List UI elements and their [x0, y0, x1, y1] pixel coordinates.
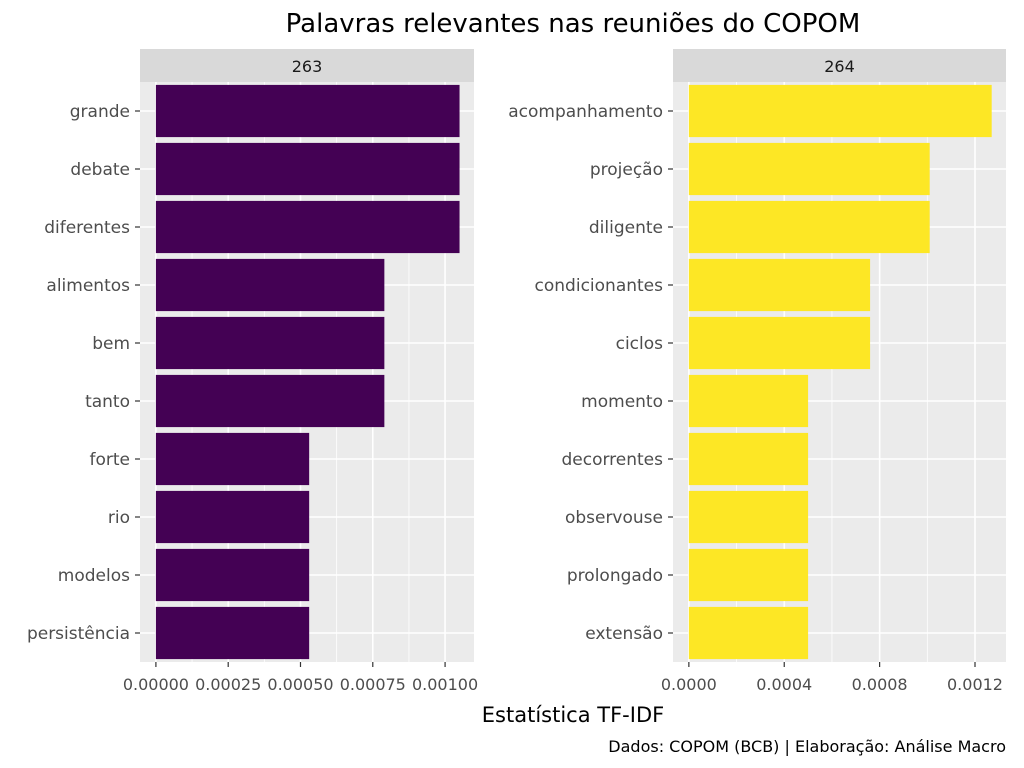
category-label: ciclos — [616, 334, 664, 354]
x-tick-label: 0.0000 — [661, 675, 717, 694]
x-tick-label: 0.0012 — [947, 675, 1003, 694]
category-label: momento — [581, 392, 663, 412]
bar — [688, 432, 809, 486]
category-label: diferentes — [44, 218, 130, 238]
category-label: grande — [70, 102, 130, 122]
bar — [155, 374, 385, 428]
facet-panel-263: 263 0.00000 0.00025 0.00050 0.00075 0.00100 gr… — [27, 49, 478, 694]
facet-panels: 263 0.00000 0.00025 0.00050 0.00075 0.00100 gr… — [27, 49, 1006, 694]
category-label: tanto — [85, 392, 130, 412]
category-label: prolongado — [567, 566, 663, 586]
bar — [155, 490, 310, 544]
x-tick-label: 0.00050 — [267, 675, 333, 694]
facet-strip — [140, 49, 474, 82]
category-label: modelos — [58, 566, 130, 586]
category-label: extensão — [585, 624, 663, 644]
bar — [155, 606, 310, 660]
bar — [688, 200, 930, 254]
bar — [688, 84, 992, 138]
bar — [155, 258, 385, 312]
x-tick-label: 0.0004 — [756, 675, 812, 694]
facet-panel-264: 264 0.0000 0.0004 0.0008 0.0012 acompanhament… — [508, 49, 1006, 694]
bar — [688, 316, 871, 370]
x-tick-label: 0.00100 — [412, 675, 478, 694]
category-label: rio — [108, 508, 130, 528]
category-label: bem — [92, 334, 130, 354]
bar — [155, 432, 310, 486]
category-label: observouse — [565, 508, 663, 528]
category-label: projeção — [590, 160, 663, 180]
category-label: decorrentes — [561, 450, 663, 470]
chart-title: Palavras relevantes nas reuniões do COPO… — [286, 9, 861, 39]
bar — [155, 84, 460, 138]
facet-strip-label: 264 — [824, 57, 855, 76]
category-label: alimentos — [46, 276, 130, 296]
x-axis-title: Estatística TF-IDF — [482, 703, 664, 727]
bar — [155, 142, 460, 196]
bar — [688, 548, 809, 602]
x-tick-label: 0.00025 — [195, 675, 261, 694]
category-label: persistência — [27, 624, 130, 644]
bar — [688, 606, 809, 660]
bar — [688, 142, 930, 196]
category-label: condicionantes — [535, 276, 664, 296]
category-label: debate — [70, 160, 130, 180]
facet-strip — [673, 49, 1006, 82]
category-label: acompanhamento — [508, 102, 663, 122]
facet-strip-label: 263 — [292, 57, 323, 76]
x-tick-label: 0.00000 — [123, 675, 189, 694]
category-label: diligente — [589, 218, 663, 238]
bar — [155, 316, 385, 370]
category-label: forte — [90, 450, 131, 470]
x-tick-label: 0.0008 — [852, 675, 908, 694]
chart-caption: Dados: COPOM (BCB) | Elaboração: Análise… — [608, 737, 1006, 756]
bar — [688, 258, 871, 312]
bar — [688, 374, 809, 428]
bar — [155, 548, 310, 602]
bar — [155, 200, 460, 254]
x-tick-label: 0.00075 — [340, 675, 406, 694]
bar — [688, 490, 809, 544]
